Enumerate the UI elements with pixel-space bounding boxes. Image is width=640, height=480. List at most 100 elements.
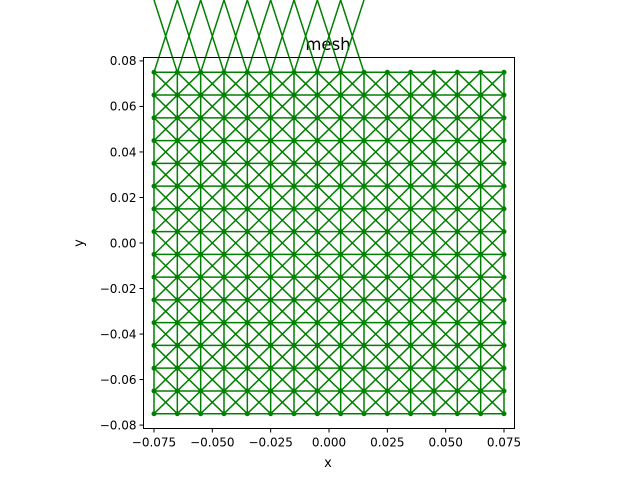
mesh-node <box>221 183 227 189</box>
mesh-edge-diagonal <box>480 367 505 392</box>
mesh-node <box>431 388 437 394</box>
mesh-node <box>174 115 180 121</box>
mesh-node <box>361 69 367 75</box>
mesh-node <box>151 251 157 257</box>
mesh-edge-diagonal <box>200 94 225 119</box>
mesh-node <box>501 206 507 212</box>
mesh-node <box>244 115 250 121</box>
mesh-node <box>478 320 484 326</box>
mesh-edge-diagonal <box>386 162 412 187</box>
mesh-node <box>338 138 344 144</box>
mesh-edge-diagonal <box>176 367 202 392</box>
x-tick-label: −0.050 <box>190 436 234 450</box>
mesh-node <box>408 251 414 257</box>
mesh-edge-diagonal <box>363 344 388 369</box>
mesh-node <box>151 342 157 348</box>
mesh-node <box>151 365 157 371</box>
mesh-node <box>174 365 180 371</box>
mesh-node <box>361 92 367 98</box>
x-tick-label: 0.075 <box>487 436 521 450</box>
mesh-node <box>361 365 367 371</box>
mesh-edge-diagonal <box>480 276 505 301</box>
mesh-node <box>291 251 297 257</box>
mesh-node <box>268 411 274 417</box>
mesh-node <box>151 297 157 303</box>
mesh-node <box>198 342 204 348</box>
mesh-node <box>501 297 507 303</box>
mesh-node <box>408 206 414 212</box>
mesh-edge-diagonal <box>433 253 458 278</box>
mesh-node <box>198 183 204 189</box>
mesh-edge-diagonal <box>270 94 295 119</box>
mesh-edge-diagonal <box>176 185 202 210</box>
mesh-node <box>501 251 507 257</box>
mesh-edge-diagonal <box>223 231 248 255</box>
mesh-edge-diagonal <box>339 0 365 73</box>
mesh-node <box>478 365 484 371</box>
mesh-node <box>338 342 344 348</box>
mesh-edge-diagonal <box>433 185 458 210</box>
mesh-edge-diagonal <box>480 94 505 119</box>
y-axis-label: y <box>72 239 87 247</box>
mesh-edge-diagonal <box>340 117 365 142</box>
mesh-node <box>291 274 297 280</box>
mesh-edge-diagonal <box>433 208 458 233</box>
mesh-edge-diagonal <box>410 253 435 278</box>
mesh-edge-diagonal <box>176 71 202 96</box>
mesh-node <box>408 320 414 326</box>
mesh-node <box>314 411 320 417</box>
mesh-node <box>361 388 367 394</box>
mesh-node <box>501 342 507 348</box>
mesh-node <box>244 69 250 75</box>
mesh-edge-diagonal <box>456 299 482 324</box>
mesh-node <box>431 138 437 144</box>
mesh-node <box>174 320 180 326</box>
mesh-edge-diagonal <box>386 344 412 369</box>
mesh-edge-diagonal <box>433 390 458 415</box>
mesh-node <box>244 274 250 280</box>
mesh-node <box>478 297 484 303</box>
mesh-node <box>408 115 414 121</box>
mesh-node <box>291 69 297 75</box>
mesh-node <box>501 115 507 121</box>
mesh-edge-diagonal <box>340 94 365 119</box>
x-axis-label: x <box>324 456 332 471</box>
mesh-node <box>408 69 414 75</box>
mesh-node <box>268 206 274 212</box>
mesh-node <box>314 251 320 257</box>
mesh-edge-diagonal <box>386 367 412 392</box>
mesh-node <box>291 388 297 394</box>
mesh-node <box>501 160 507 166</box>
mesh-node <box>151 274 157 280</box>
mesh-edge-diagonal <box>176 253 202 278</box>
mesh-node <box>221 411 227 417</box>
mesh-edge-diagonal <box>410 94 435 119</box>
mesh-edge-diagonal <box>153 117 178 142</box>
mesh-edge-diagonal <box>246 94 272 119</box>
mesh-edge-diagonal <box>293 117 318 142</box>
mesh-edge-diagonal <box>316 94 342 119</box>
mesh-edge-diagonal <box>176 299 202 324</box>
mesh-node <box>361 160 367 166</box>
mesh-edge-diagonal <box>270 253 295 278</box>
mesh-node <box>501 183 507 189</box>
mesh-edge-diagonal <box>200 208 225 233</box>
mesh-edge-diagonal <box>316 231 342 255</box>
mesh-edge-diagonal <box>433 140 458 164</box>
mesh-node <box>501 388 507 394</box>
mesh-node <box>431 320 437 326</box>
mesh-edge-diagonal <box>246 231 272 255</box>
mesh-node <box>454 69 460 75</box>
mesh-node <box>338 160 344 166</box>
mesh-edge-diagonal <box>293 299 318 324</box>
mesh-node <box>244 388 250 394</box>
mesh-edge-diagonal <box>480 208 505 233</box>
mesh-edge-diagonal <box>270 390 295 415</box>
mesh-edge-diagonal <box>223 71 248 96</box>
mesh-node <box>478 115 484 121</box>
mesh-node <box>221 274 227 280</box>
mesh-node <box>221 297 227 303</box>
x-tick-label: −0.025 <box>248 436 292 450</box>
mesh-edge-diagonal <box>200 117 225 142</box>
mesh-node <box>338 69 344 75</box>
